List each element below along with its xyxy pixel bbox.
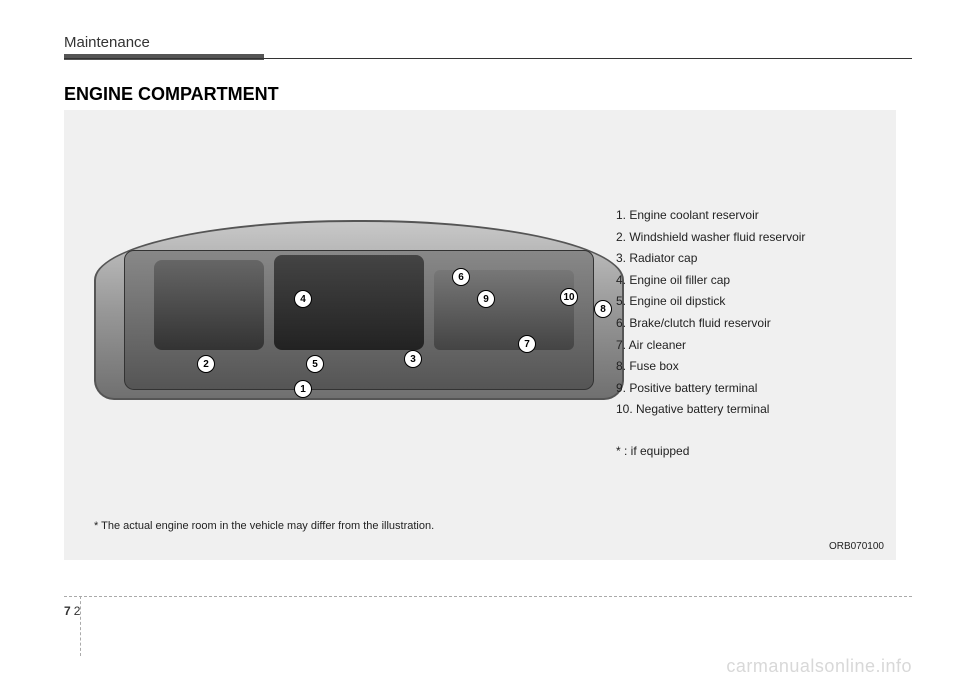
legend-item: 7. Air cleaner: [616, 335, 856, 357]
callout-1: 1: [294, 380, 312, 398]
figure-footnote: * The actual engine room in the vehicle …: [94, 520, 434, 532]
breadcrumb-underline: [64, 54, 264, 60]
section-number: 7: [64, 604, 71, 618]
watermark: carmanualsonline.info: [726, 656, 912, 677]
legend-item: 6. Brake/clutch fluid reservoir: [616, 313, 856, 335]
callout-8: 8: [594, 300, 612, 318]
engine-block-shape: [154, 260, 264, 350]
engine-illustration: [94, 220, 624, 420]
legend: 1. Engine coolant reservoir 2. Windshiel…: [616, 205, 856, 463]
page-number: 72: [64, 604, 80, 618]
callout-9: 9: [477, 290, 495, 308]
legend-item: 1. Engine coolant reservoir: [616, 205, 856, 227]
callout-7: 7: [518, 335, 536, 353]
top-rule: [64, 58, 912, 59]
legend-item: 4. Engine oil filler cap: [616, 270, 856, 292]
callout-6: 6: [452, 268, 470, 286]
legend-item: 9. Positive battery terminal: [616, 378, 856, 400]
callout-2: 2: [197, 355, 215, 373]
callout-10: 10: [560, 288, 578, 306]
legend-item: 5. Engine oil dipstick: [616, 291, 856, 313]
page-number-value: 2: [74, 604, 81, 618]
legend-item: 2. Windshield washer fluid reservoir: [616, 227, 856, 249]
callout-5: 5: [306, 355, 324, 373]
figure-box: 1 2 3 4 5 6 7 8 9 10 1. Engine coolant r…: [64, 110, 896, 560]
callout-3: 3: [404, 350, 422, 368]
breadcrumb: Maintenance: [64, 34, 150, 51]
legend-note: * : if equipped: [616, 441, 856, 463]
legend-item: 8. Fuse box: [616, 356, 856, 378]
page-rule: [64, 596, 912, 597]
callout-4: 4: [294, 290, 312, 308]
figure-id: ORB070100: [829, 541, 884, 552]
section-title: ENGINE COMPARTMENT: [64, 84, 279, 105]
legend-item: 3. Radiator cap: [616, 248, 856, 270]
legend-item: 10. Negative battery terminal: [616, 399, 856, 421]
